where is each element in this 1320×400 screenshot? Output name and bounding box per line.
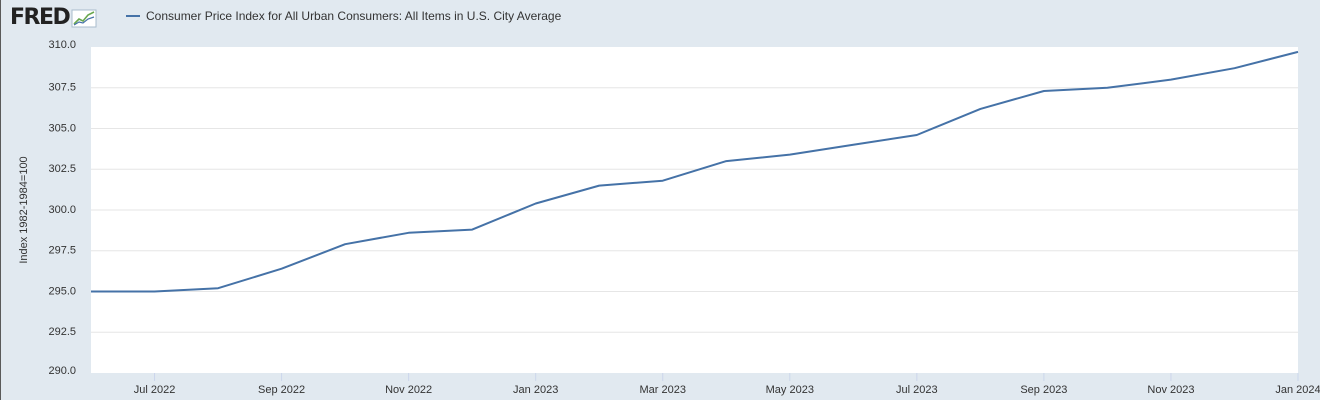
y-tick-label: 305.0	[48, 122, 76, 134]
y-tick-label: 300.0	[48, 204, 76, 216]
chart-legend[interactable]: Consumer Price Index for All Urban Consu…	[126, 9, 561, 23]
x-tick-label: Nov 2023	[1147, 384, 1194, 396]
y-axis-label: Index 1982-1984=100	[18, 156, 30, 263]
legend-line-swatch	[126, 15, 140, 17]
x-tick-label: Jul 2022	[134, 384, 176, 396]
y-tick-label: 302.5	[48, 163, 76, 175]
x-tick-label: Jan 2024	[1275, 384, 1320, 396]
left-border	[0, 0, 1, 400]
y-tick-label: 292.5	[48, 326, 76, 338]
x-tick-label: Jan 2023	[513, 384, 558, 396]
x-tick-label: Mar 2023	[639, 384, 685, 396]
grid-lines	[91, 87, 1298, 333]
x-tick-label: Sep 2022	[258, 384, 305, 396]
trend-chart-icon	[71, 9, 97, 28]
y-tick-label: 297.5	[48, 245, 76, 257]
series-line[interactable]	[91, 50, 1299, 293]
y-tick-label: 307.5	[48, 82, 76, 94]
x-tick-label: Jul 2023	[896, 384, 938, 396]
logo-text: FRED	[10, 5, 71, 30]
series-layer	[91, 50, 1299, 293]
y-tick-label: 290.0	[48, 365, 76, 377]
x-tick-label: Sep 2023	[1020, 384, 1067, 396]
y-axis-tick-labels: 310.0 307.5 305.0 302.5 300.0 297.5 295.0 292.5…	[48, 39, 76, 377]
y-tick-label: 295.0	[48, 285, 76, 297]
x-tick-label: May 2023	[766, 384, 814, 396]
legend-series-label: Consumer Price Index for All Urban Consu…	[146, 9, 562, 23]
x-tick-label: Nov 2022	[385, 384, 432, 396]
fred-logo[interactable]: FRED	[10, 6, 97, 30]
x-axis-tick-labels: Jul 2022 Sep 2022 Nov 2022 Jan 2023 Mar 2023…	[134, 373, 1320, 396]
y-tick-label: 310.0	[48, 39, 76, 51]
